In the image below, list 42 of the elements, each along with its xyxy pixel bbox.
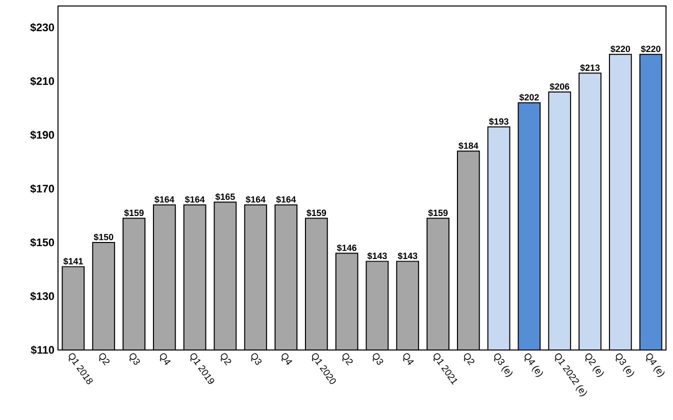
data-label: $159 — [428, 209, 448, 217]
x-tick-label: Q4 — [403, 353, 414, 365]
x-tick-label: Q4 (e) — [646, 353, 665, 377]
x-tick-label: Q3 (e) — [616, 353, 634, 377]
data-label: $143 — [398, 252, 418, 260]
data-label: $206 — [550, 82, 570, 90]
y-tick-label: $130 — [30, 292, 54, 301]
x-tick-label: Q4 — [160, 353, 171, 365]
y-tick-label: $190 — [30, 130, 54, 140]
y-tick-label: $110 — [30, 346, 54, 354]
data-label: $164 — [184, 196, 205, 204]
x-tick-label: Q2 — [342, 353, 353, 366]
data-label: $164 — [154, 196, 174, 204]
x-tick-label: Q4 (e) — [524, 353, 543, 377]
data-label: $220 — [640, 45, 660, 53]
data-label: $202 — [519, 94, 539, 102]
x-tick-label: Q2 — [220, 353, 232, 366]
data-label: $213 — [580, 64, 600, 72]
data-label: $164 — [246, 196, 266, 204]
data-label: $146 — [336, 244, 356, 252]
x-tick-label: Q3 — [251, 353, 262, 365]
x-tick-label: Q2 (e) — [585, 353, 604, 377]
data-label: $164 — [276, 196, 296, 204]
y-tick-label: $150 — [30, 238, 54, 247]
x-tick-label: Q2 — [99, 353, 110, 366]
data-label: $159 — [306, 209, 326, 217]
data-label: $193 — [488, 118, 508, 126]
data-label: $143 — [367, 252, 387, 260]
data-label: $165 — [215, 193, 235, 200]
data-label: $220 — [610, 45, 630, 53]
data-label: $150 — [94, 233, 114, 241]
x-tick-label: Q3 (e) — [494, 353, 513, 377]
x-tick-label: Q3 — [130, 353, 140, 365]
x-tick-label: Q2 — [464, 353, 474, 366]
y-tick-label: $170 — [30, 184, 54, 194]
data-label: $159 — [124, 209, 144, 217]
y-tick-label: $230 — [30, 23, 54, 32]
data-label: $184 — [458, 142, 478, 150]
x-tick-label: Q3 — [372, 353, 384, 365]
x-tick-label: Q4 — [282, 353, 292, 365]
y-tick-label: $210 — [30, 76, 54, 86]
data-label: $141 — [63, 258, 83, 265]
